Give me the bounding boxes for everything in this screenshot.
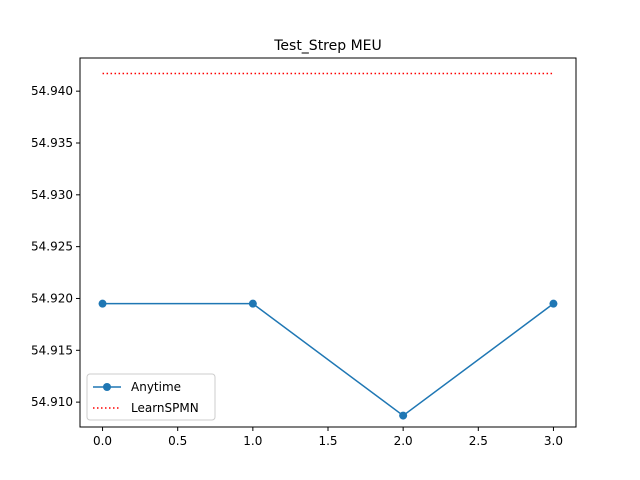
y-tick-label: 54.915 [31, 343, 73, 357]
legend: Anytime LearnSPMN [86, 373, 216, 421]
y-tick-label: 54.920 [31, 291, 73, 305]
x-axis: 0.0 0.5 1.0 1.5 2.0 2.5 3.0 [93, 427, 563, 448]
y-tick-label: 54.925 [31, 240, 73, 254]
y-tick-label: 54.930 [31, 188, 73, 202]
data-point-anytime [549, 299, 558, 308]
data-point-anytime [248, 299, 257, 308]
chart-title: Test_Strep MEU [273, 38, 382, 54]
x-tick-label: 2.0 [394, 434, 413, 448]
plot-area [98, 72, 558, 420]
y-tick-label: 54.940 [31, 84, 73, 98]
legend-marker-anytime [103, 383, 111, 391]
y-axis: 54.910 54.915 54.920 54.925 54.930 54.935 54.9… [31, 84, 80, 409]
data-point-anytime [399, 411, 408, 420]
x-tick-label: 2.5 [469, 434, 488, 448]
y-tick-label: 54.935 [31, 136, 73, 150]
legend-label-anytime: Anytime [131, 380, 181, 394]
legend-box [86, 373, 216, 421]
x-tick-label: 1.0 [243, 434, 262, 448]
x-tick-label: 0.5 [168, 434, 187, 448]
x-tick-label: 1.5 [318, 434, 337, 448]
series-line-anytime [102, 302, 554, 417]
x-tick-label: 0.0 [93, 434, 112, 448]
legend-label-learnspmn: LearnSPMN [131, 401, 199, 415]
x-tick-label: 3.0 [544, 434, 563, 448]
data-point-anytime [98, 299, 107, 308]
y-tick-label: 54.910 [31, 395, 73, 409]
